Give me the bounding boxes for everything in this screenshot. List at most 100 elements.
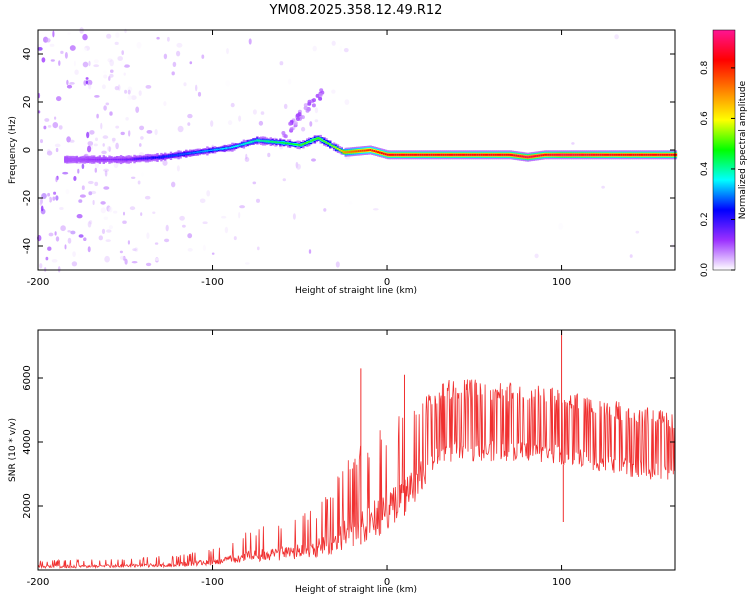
heatmap-cell [572,153,576,156]
heatmap-cell [229,147,232,149]
heatmap-cell [37,47,43,51]
heatmap-cell [104,170,108,177]
heatmap-cell [196,151,199,154]
heatmap-cell [248,141,251,144]
heatmap-cell [225,147,228,150]
heatmap-cell [343,48,349,53]
heatmap-cell [592,153,595,156]
heatmap-cell [60,225,66,232]
heatmap-cell [411,153,414,156]
heatmap-cell [409,153,413,156]
heatmap-cell [432,153,436,156]
heatmap-cell [88,60,91,67]
heatmap-cell [55,176,58,183]
heatmap-cell [452,153,455,156]
heatmap-cell [642,153,645,156]
heatmap-cell [296,144,299,146]
heatmap-cell [89,220,93,225]
heatmap-cell [617,153,620,156]
heatmap-cell [640,153,643,156]
heatmap-cell [595,153,599,156]
heatmap-cell [71,261,78,267]
heatmap-cell [190,152,194,154]
y-tick-label: 6000 [22,365,33,390]
heatmap-cell [111,137,116,142]
heatmap-cell [48,232,54,237]
heatmap-cell [73,158,77,161]
heatmap-cell [254,140,257,142]
heatmap-cell [128,162,133,169]
heatmap-cell [488,153,491,156]
heatmap-cell [657,153,660,156]
heatmap-cell [238,212,241,219]
heatmap-cell [165,224,169,232]
heatmap-cell [338,148,342,151]
heatmap-cell [312,98,316,103]
heatmap-cell [517,154,520,157]
heatmap-cell [314,119,319,123]
heatmap-cell [195,84,198,92]
heatmap-cell [235,145,238,147]
heatmap-cell [500,153,503,156]
heatmap-cell [131,176,136,179]
heatmap-cell [79,194,86,198]
heatmap-cell [211,252,215,255]
heatmap-cell [586,153,589,156]
heatmap-cell [659,153,662,156]
snr-plot-frame [37,329,676,571]
heatmap-cell [45,197,50,203]
heatmap-cell [92,200,95,205]
heatmap-cell [73,176,77,181]
snr-panel: -200 -100 0 100 2000 4000 6000 Height of strai… [8,329,676,595]
heatmap-cell [64,244,67,250]
heatmap-cell [498,153,501,156]
heatmap-cell [206,149,209,152]
heatmap-cell [94,181,99,187]
heatmap-cell [106,158,109,161]
heatmap-cell [112,66,118,69]
heatmap-cell [106,33,112,39]
heatmap-cell [117,84,121,91]
heatmap-cell [509,153,512,156]
heatmap-cell [176,42,183,48]
heatmap-cell [638,153,641,156]
heatmap-cell [96,158,100,161]
heatmap-cell [87,158,90,161]
heatmap-cell [359,149,363,152]
heatmap-cell [134,247,139,252]
heatmap-cell [670,153,674,156]
heatmap-cell [114,86,120,91]
heatmap-cell [597,153,601,156]
heatmap-cell [559,153,562,156]
heatmap-cell [47,125,52,128]
heatmap-cell [628,153,631,156]
heatmap-cell [108,76,111,81]
heatmap-cell [85,80,88,85]
heatmap-cell [179,215,185,221]
heatmap-cell [230,102,235,108]
heatmap-cell [183,153,186,155]
heatmap-cell [308,249,312,254]
heatmap-cell [69,82,75,85]
heatmap-cell [459,153,462,156]
heatmap-cell [72,251,76,257]
heatmap-cell [415,153,418,156]
heatmap-cell [152,156,155,159]
heatmap-cell [117,56,123,61]
heatmap-cell [87,141,94,146]
heatmap-cell [473,153,476,156]
colorbar-label: Normalized spectral amplitude [738,80,748,219]
heatmap-cell [135,158,138,160]
heatmap-cell [83,237,87,241]
heatmap-cell [446,153,449,156]
heatmap-cell [427,153,430,156]
heatmap-cell [227,147,230,149]
heatmap-cell [114,41,119,46]
heatmap-cell [594,153,597,156]
heatmap-cell [350,150,353,153]
heatmap-cell [129,206,136,211]
heatmap-cell [315,137,319,140]
heatmap-cell [115,142,119,150]
heatmap-cell [101,84,106,90]
heatmap-cell [653,153,656,156]
